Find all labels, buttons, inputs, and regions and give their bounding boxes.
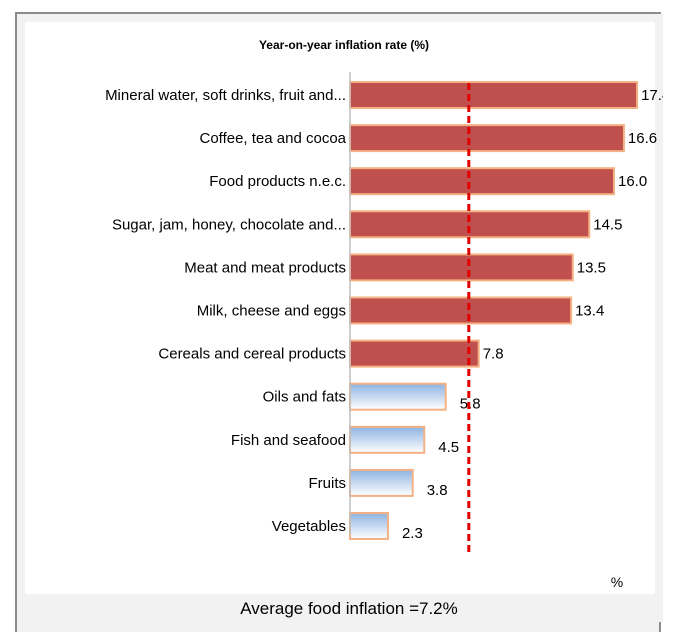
category-label-7: Oils and fats bbox=[263, 389, 346, 406]
category-label-1: Coffee, tea and cocoa bbox=[200, 130, 347, 147]
category-label-9: Fruits bbox=[309, 475, 347, 492]
value-label-8: 4.5 bbox=[438, 439, 459, 456]
bar-9 bbox=[349, 468, 414, 497]
value-label-9: 3.8 bbox=[427, 482, 448, 499]
bar-1 bbox=[349, 124, 625, 153]
value-label-2: 16.0 bbox=[618, 173, 647, 190]
value-label-5: 13.4 bbox=[575, 303, 604, 320]
bar-0 bbox=[349, 81, 639, 109]
inflation-chart: Year-on-year inflation rate (%) Mineral … bbox=[17, 14, 663, 622]
bar-5 bbox=[349, 296, 573, 325]
bar-2 bbox=[349, 167, 615, 196]
value-label-6: 7.8 bbox=[483, 346, 504, 363]
unit-label: % bbox=[611, 574, 623, 590]
bar-7 bbox=[349, 382, 447, 411]
category-label-6: Cereals and cereal products bbox=[158, 346, 346, 363]
category-label-8: Fish and seafood bbox=[231, 432, 346, 449]
bars-layer: Mineral water, soft drinks, fruit and...… bbox=[105, 81, 663, 542]
category-label-4: Meat and meat products bbox=[184, 259, 346, 276]
value-label-4: 13.5 bbox=[577, 259, 606, 276]
bar-10 bbox=[349, 512, 389, 540]
category-label-0: Mineral water, soft drinks, fruit and... bbox=[105, 87, 346, 104]
category-label-5: Milk, cheese and eggs bbox=[197, 303, 346, 320]
bar-6 bbox=[349, 339, 480, 368]
category-label-10: Vegetables bbox=[272, 518, 346, 535]
chart-frame: Year-on-year inflation rate (%) Mineral … bbox=[15, 12, 663, 632]
bar-4 bbox=[349, 253, 574, 282]
category-label-3: Sugar, jam, honey, chocolate and... bbox=[112, 216, 346, 233]
value-label-0: 17.4 bbox=[641, 87, 663, 104]
value-label-3: 14.5 bbox=[593, 216, 622, 233]
value-label-10: 2.3 bbox=[402, 525, 423, 542]
average-note: Average food inflation =7.2% bbox=[240, 599, 458, 618]
category-label-2: Food products n.e.c. bbox=[209, 173, 346, 190]
bar-8 bbox=[349, 425, 426, 454]
value-label-1: 16.6 bbox=[628, 130, 657, 147]
chart-title: Year-on-year inflation rate (%) bbox=[259, 38, 429, 52]
